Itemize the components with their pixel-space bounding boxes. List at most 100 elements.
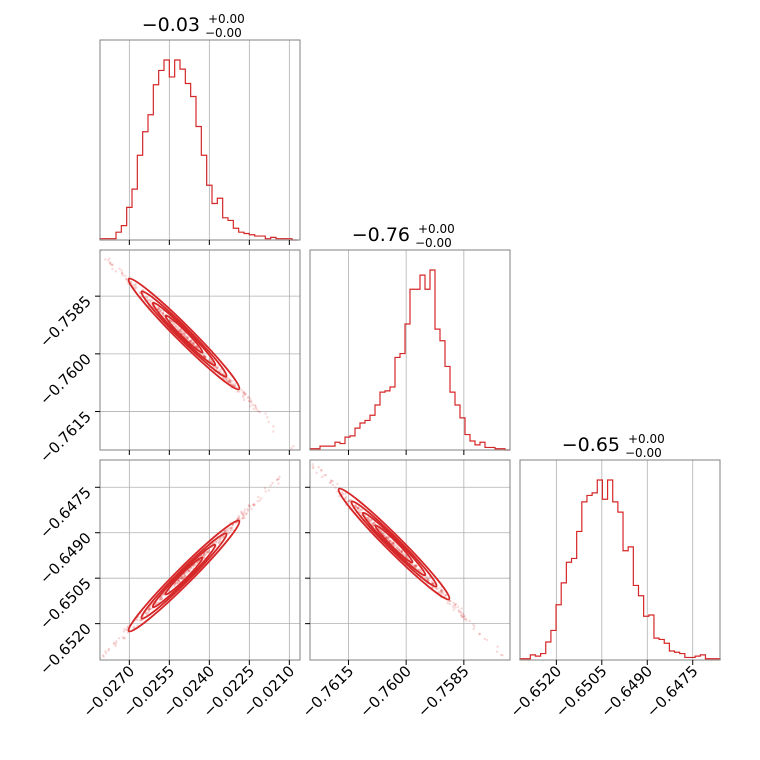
sample-point xyxy=(148,607,151,610)
sample-point xyxy=(192,341,195,345)
sample-point xyxy=(188,340,192,343)
sample-point xyxy=(179,330,183,333)
sample-point xyxy=(258,499,261,502)
sample-point xyxy=(215,366,219,370)
sample-point xyxy=(192,343,196,346)
sample-point xyxy=(264,412,267,415)
sample-point xyxy=(331,483,335,487)
sample-point xyxy=(334,486,337,489)
sample-point xyxy=(253,504,256,507)
sample-point xyxy=(203,355,207,359)
sample-point xyxy=(219,368,222,371)
sample-point xyxy=(214,540,218,544)
sample-point xyxy=(499,653,503,657)
sample-point xyxy=(229,381,232,384)
sample-point xyxy=(392,541,396,544)
sample-point xyxy=(461,615,465,619)
sample-point xyxy=(379,530,383,533)
sample-point xyxy=(231,523,234,527)
sample-point xyxy=(104,258,107,261)
sample-point xyxy=(444,593,448,597)
sample-point xyxy=(415,564,418,568)
sample-point xyxy=(110,263,114,267)
sample-point xyxy=(209,359,213,363)
sample-point xyxy=(241,514,245,517)
sample-point xyxy=(102,655,105,658)
ytick-label-param-2-2: −0.7615 xyxy=(36,408,95,467)
contour-level-3 xyxy=(151,543,217,609)
sample-point xyxy=(158,597,162,601)
sample-point xyxy=(148,606,151,610)
sample-point xyxy=(354,504,357,507)
sample-point xyxy=(112,642,116,646)
sample-point xyxy=(367,518,371,521)
sample-point xyxy=(233,385,236,388)
sample-point xyxy=(452,601,455,605)
sample-point xyxy=(187,336,190,339)
sample-point xyxy=(462,614,465,618)
sample-point xyxy=(439,590,443,594)
sample-point xyxy=(272,425,275,428)
hist-panel-param-2 xyxy=(309,249,511,455)
sample-point xyxy=(369,521,373,524)
sample-point xyxy=(225,378,229,381)
sample-point xyxy=(162,313,165,317)
sample-point xyxy=(386,537,390,540)
sample-point xyxy=(228,380,231,384)
sample-point xyxy=(311,466,315,470)
title-param-1-err-plus: +0.00 xyxy=(208,12,245,26)
sample-point xyxy=(257,409,260,413)
sample-point xyxy=(424,576,427,580)
sample-point xyxy=(183,334,186,338)
sample-point xyxy=(426,577,430,581)
sample-point xyxy=(226,376,229,379)
sample-point xyxy=(405,555,408,558)
sample-point xyxy=(218,538,222,542)
sample-point xyxy=(264,490,267,493)
sample-point xyxy=(453,604,456,607)
sample-point xyxy=(182,333,185,336)
sample-point xyxy=(388,539,392,543)
sample-point xyxy=(76,679,78,681)
sample-point xyxy=(472,627,475,631)
sample-point xyxy=(366,516,369,519)
sample-point xyxy=(242,391,246,394)
sample-point xyxy=(218,537,221,541)
sample-point xyxy=(453,603,457,606)
sample-point xyxy=(448,599,451,603)
hist-3-frame xyxy=(519,459,721,661)
sample-point xyxy=(276,478,279,481)
sample-point xyxy=(150,298,153,302)
sample-point xyxy=(123,274,127,277)
sample-point xyxy=(123,636,127,640)
sample-point xyxy=(418,568,422,571)
sample-point xyxy=(496,645,499,648)
sample-point xyxy=(86,240,88,242)
sample-point xyxy=(121,636,125,639)
sample-point xyxy=(383,533,386,536)
sample-point xyxy=(348,500,351,503)
sample-point xyxy=(122,630,126,633)
sample-point xyxy=(330,479,333,482)
sample-point xyxy=(206,550,209,554)
sample-point xyxy=(217,541,220,545)
sample-point xyxy=(195,345,198,348)
sample-point xyxy=(392,543,396,547)
sample-point xyxy=(383,534,387,537)
scatter-panel-1-3: −0.6475−0.6490−0.6505−0.6520−0.0270−0.02… xyxy=(36,459,301,721)
sample-point xyxy=(79,675,81,677)
sample-point xyxy=(107,647,111,651)
sample-point xyxy=(320,475,324,479)
sample-point xyxy=(244,392,247,396)
sample-point xyxy=(472,623,475,626)
sample-point xyxy=(400,549,403,553)
sample-point xyxy=(205,552,208,555)
sample-point xyxy=(413,564,417,567)
sample-point xyxy=(252,502,256,506)
sample-point xyxy=(202,353,205,357)
sample-point xyxy=(175,582,179,585)
contour-level-2 xyxy=(140,290,228,378)
sample-point xyxy=(231,523,235,527)
sample-point xyxy=(242,510,246,514)
sample-point xyxy=(356,507,360,511)
